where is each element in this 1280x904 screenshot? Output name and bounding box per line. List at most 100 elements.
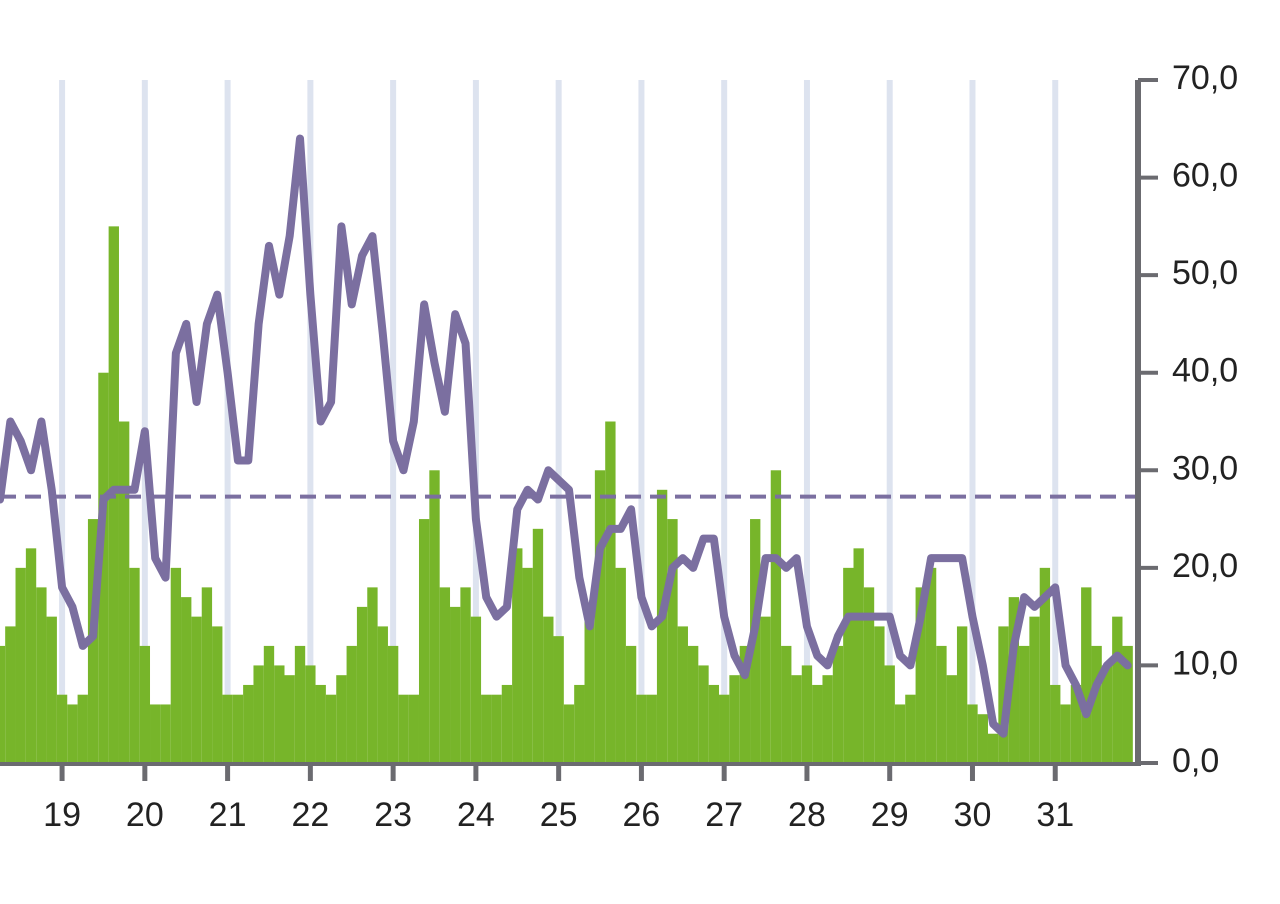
bar [1070, 684, 1082, 763]
bar [418, 519, 430, 763]
bar [977, 714, 988, 763]
bar [1091, 645, 1102, 763]
bar [243, 684, 254, 763]
bar [387, 645, 399, 763]
bar [377, 626, 388, 763]
bar [0, 645, 6, 763]
bar [884, 665, 895, 763]
bar [139, 645, 151, 763]
bar [170, 567, 182, 763]
bar [615, 567, 626, 763]
x-tick-label: 31 [1036, 796, 1074, 834]
bar [543, 616, 554, 763]
bar [1122, 645, 1133, 763]
bar [801, 665, 813, 763]
bar [284, 675, 295, 763]
y-tick-label: 20,0 [1172, 547, 1238, 585]
bar [822, 675, 833, 763]
bar [118, 421, 130, 763]
y-tick-label: 40,0 [1172, 352, 1238, 390]
bar [1060, 704, 1071, 763]
bar [336, 675, 347, 763]
y-tick-label: 70,0 [1172, 59, 1238, 97]
bar [698, 665, 709, 763]
bar [729, 675, 740, 763]
bar [1029, 616, 1040, 763]
y-tick-label: 30,0 [1172, 449, 1238, 487]
bar [5, 626, 16, 763]
x-tick-label: 28 [788, 796, 826, 834]
y-tick-label: 60,0 [1172, 157, 1238, 195]
bar [574, 684, 585, 763]
x-tick-label: 21 [209, 796, 247, 834]
y-tick-label: 50,0 [1172, 254, 1238, 292]
bar [791, 675, 802, 763]
bar [325, 694, 337, 763]
bar [760, 616, 771, 763]
bar [491, 694, 502, 763]
bar [967, 704, 978, 763]
bar [915, 587, 926, 763]
bar [294, 645, 306, 763]
bar [563, 704, 575, 763]
bar [1039, 567, 1051, 763]
x-tick-label: 27 [705, 796, 743, 834]
bar [532, 528, 544, 763]
bar [67, 704, 78, 763]
bar [429, 470, 440, 763]
bar [1019, 645, 1030, 763]
bar [719, 694, 730, 763]
bar [667, 519, 678, 763]
bar [522, 567, 533, 763]
bar [150, 704, 161, 763]
bar [15, 567, 26, 763]
bar [905, 694, 916, 763]
bar [470, 616, 482, 763]
bar [212, 626, 223, 763]
bar [222, 694, 233, 763]
bar [315, 684, 326, 763]
x-tick-label: 22 [291, 796, 329, 834]
bar [253, 665, 264, 763]
bar [77, 694, 88, 763]
bar [708, 684, 720, 763]
bar [232, 694, 244, 763]
bar [998, 626, 1009, 763]
bar [625, 645, 637, 763]
bar [274, 665, 285, 763]
bar [398, 694, 409, 763]
bar [460, 587, 471, 763]
x-tick-label: 25 [540, 796, 578, 834]
bar [181, 597, 192, 763]
bar [677, 626, 688, 763]
bar [770, 470, 782, 763]
bar [1081, 587, 1092, 763]
bar [936, 645, 947, 763]
y-tick-label: 0,0 [1172, 742, 1219, 780]
bar [843, 567, 854, 763]
bar [646, 694, 657, 763]
bar [98, 372, 109, 763]
bar [832, 645, 844, 763]
bar [894, 704, 906, 763]
bar [863, 587, 875, 763]
bar [553, 636, 564, 763]
bar [367, 587, 378, 763]
bar [656, 489, 668, 763]
y-tick-label: 10,0 [1172, 644, 1238, 682]
bar [1101, 665, 1113, 763]
x-tick-label: 26 [623, 796, 661, 834]
line [0, 134, 1132, 738]
bar [636, 694, 647, 763]
bar [687, 645, 699, 763]
bar [46, 616, 57, 763]
bar [956, 626, 968, 763]
bar [439, 587, 451, 763]
bar [408, 694, 419, 763]
bar [946, 675, 957, 763]
bar [781, 645, 792, 763]
bar [56, 694, 68, 763]
bar [925, 567, 937, 763]
